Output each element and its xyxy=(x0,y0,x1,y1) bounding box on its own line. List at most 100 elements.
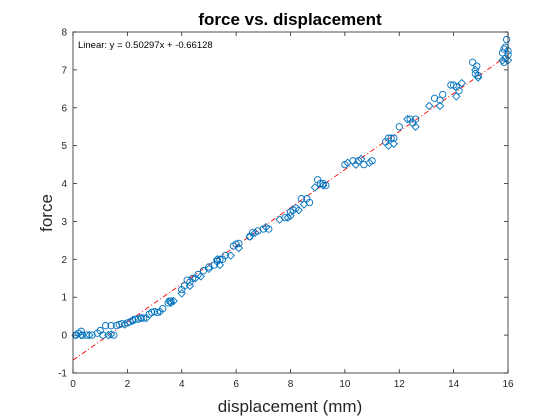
data-point-circle xyxy=(297,195,306,203)
data-point-diamond xyxy=(245,232,254,241)
data-point-diamond xyxy=(356,154,366,164)
data-point-diamond xyxy=(403,114,412,124)
data-point-diamond xyxy=(299,200,309,209)
data-point-diamond xyxy=(365,158,374,167)
y-tick-label: 5 xyxy=(61,141,67,152)
data-point-circle xyxy=(82,331,91,339)
data-point-circle xyxy=(107,321,115,330)
data-point-circle xyxy=(322,181,330,190)
data-point-diamond xyxy=(411,122,420,131)
data-point-circle xyxy=(110,331,118,339)
data-point-circle xyxy=(99,331,107,339)
data-point-diamond xyxy=(435,101,445,111)
data-point-circle xyxy=(439,90,447,99)
data-point-circle xyxy=(148,308,156,317)
data-point-diamond xyxy=(128,315,138,325)
data-point-diamond xyxy=(343,158,352,167)
data-point-circle xyxy=(77,327,85,335)
data-point-diamond xyxy=(204,264,214,274)
data-point-diamond xyxy=(283,213,293,222)
data-point-circle xyxy=(390,134,398,142)
data-point-circle xyxy=(395,123,403,131)
data-point-diamond xyxy=(452,92,461,101)
x-tick-label: 6 xyxy=(233,379,239,390)
data-point-diamond xyxy=(76,330,86,340)
data-point-diamond xyxy=(424,101,434,111)
y-tick-label: 3 xyxy=(61,217,67,228)
data-point-circle xyxy=(436,96,444,104)
data-point-diamond xyxy=(275,215,284,224)
data-point-diamond xyxy=(212,255,222,264)
data-point-diamond xyxy=(166,298,176,308)
data-point-diamond xyxy=(85,330,94,340)
data-point-diamond xyxy=(185,281,195,291)
y-tick-label: 8 xyxy=(61,28,67,39)
data-point-diamond xyxy=(169,296,178,306)
data-point-diamond xyxy=(310,183,320,192)
data-point-diamond xyxy=(226,251,235,260)
markers xyxy=(71,35,513,340)
y-tick-label: -1 xyxy=(58,369,67,380)
data-point-circle xyxy=(153,308,161,317)
data-point-circle xyxy=(150,307,159,316)
data-point-circle xyxy=(115,320,123,329)
x-tick-label: 8 xyxy=(288,379,294,390)
data-point-circle xyxy=(167,297,175,305)
data-point-diamond xyxy=(473,73,483,82)
data-point-circle xyxy=(188,274,197,282)
data-point-circle xyxy=(502,35,511,44)
x-tick-label: 10 xyxy=(339,379,351,390)
x-axis-label: displacement (mm) xyxy=(218,397,363,416)
data-point-circle xyxy=(384,134,393,142)
data-point-circle xyxy=(140,314,148,322)
data-point-circle xyxy=(387,134,395,142)
data-point-circle xyxy=(474,71,482,80)
y-tick-label: 1 xyxy=(61,293,67,304)
data-point-diamond xyxy=(471,65,480,75)
data-point-diamond xyxy=(250,228,260,238)
data-point-diamond xyxy=(106,330,116,339)
data-point-diamond xyxy=(234,243,244,253)
data-point-circle xyxy=(469,58,477,66)
data-point-circle xyxy=(411,115,420,123)
data-point-circle xyxy=(500,45,508,53)
data-point-diamond xyxy=(318,181,328,190)
data-point-diamond xyxy=(351,160,360,169)
plot-area xyxy=(73,32,508,373)
data-point-circle xyxy=(473,62,481,70)
plot-border xyxy=(72,31,509,374)
data-point-diamond xyxy=(155,307,165,316)
y-tick-label: 7 xyxy=(61,65,67,76)
data-point-circle xyxy=(455,87,463,95)
y-axis-label: force xyxy=(37,194,56,232)
data-point-diamond xyxy=(136,313,146,323)
data-point-diamond xyxy=(104,330,113,340)
data-point-circle xyxy=(216,255,224,263)
data-point-circle xyxy=(118,320,126,328)
x-tick-label: 14 xyxy=(448,379,460,390)
x-tick-label: 16 xyxy=(502,379,514,390)
data-point-diamond xyxy=(389,139,399,149)
y-tick-label: 0 xyxy=(61,331,67,342)
x-tick-label: 12 xyxy=(394,379,406,390)
data-point-diamond xyxy=(294,205,303,215)
chart-title: force vs. displacement xyxy=(198,10,382,29)
fit-annotation: Linear: y = 0.50297x + -0.66128 xyxy=(78,40,213,51)
y-tick-label: 2 xyxy=(61,255,67,266)
data-point-diamond xyxy=(261,222,271,232)
y-tick-label: 4 xyxy=(61,179,67,190)
data-point-diamond xyxy=(286,211,295,220)
data-point-diamond xyxy=(498,56,507,65)
data-point-diamond xyxy=(215,260,225,270)
data-point-diamond xyxy=(196,272,206,281)
y-tick-label: 6 xyxy=(61,103,67,114)
data-point-diamond xyxy=(142,313,151,323)
data-point-diamond xyxy=(120,320,129,329)
x-tick-label: 0 xyxy=(70,379,76,390)
data-point-circle xyxy=(101,321,110,330)
data-point-circle xyxy=(221,251,229,260)
data-point-circle xyxy=(235,239,243,248)
data-point-diamond xyxy=(177,289,186,298)
data-point-circle xyxy=(180,282,189,290)
